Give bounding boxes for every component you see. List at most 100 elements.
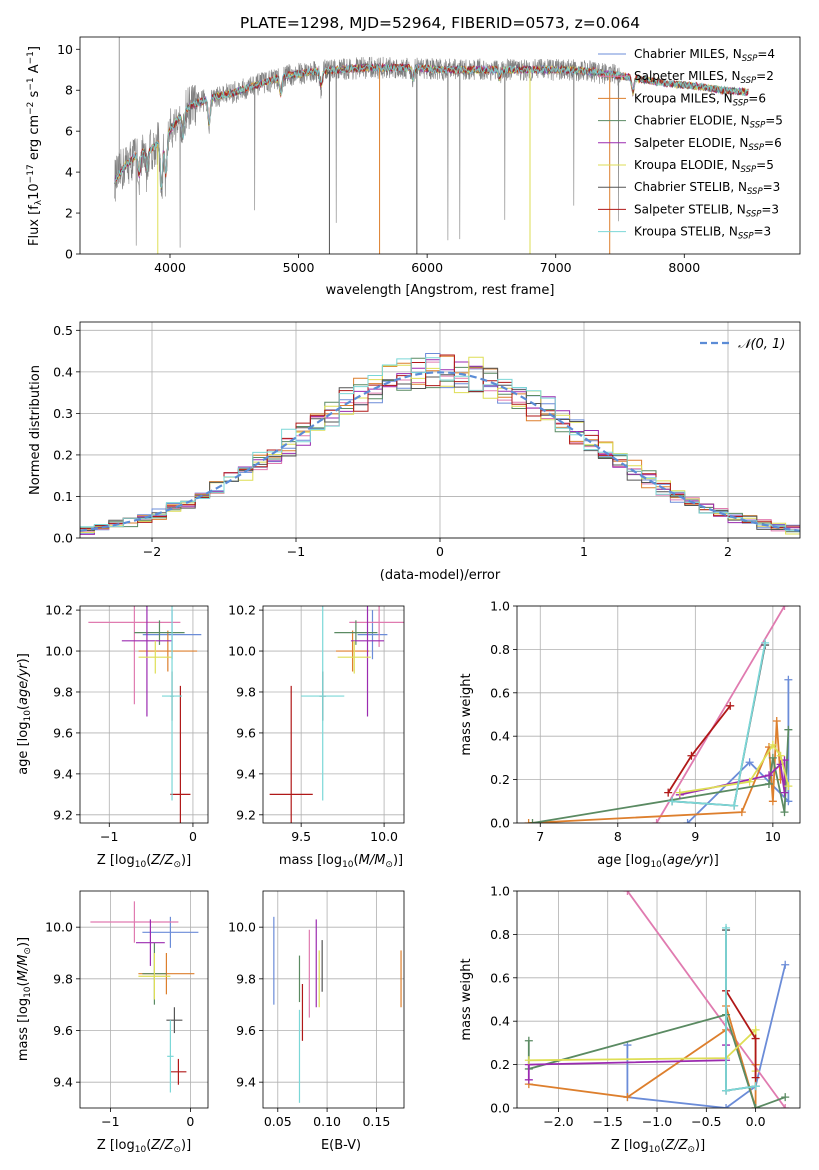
y-tick-label: 9.4 — [236, 766, 256, 781]
legend-label-part: =3 — [761, 202, 779, 216]
label-part: ( — [146, 853, 151, 868]
series-marker — [781, 1093, 790, 1102]
label-part: M/M — [16, 955, 31, 982]
y-tick-label: 9.8 — [236, 971, 256, 986]
series-marker — [745, 777, 754, 786]
y-tick-label: 0.4 — [490, 729, 510, 744]
plot-area — [524, 606, 793, 823]
series-marker — [768, 797, 777, 806]
y-tick-label: 10.0 — [228, 920, 256, 935]
y-tick-label: 0.5 — [53, 323, 73, 338]
y-tick-label: 0.0 — [490, 816, 510, 831]
series-line — [532, 729, 790, 823]
label-part: Z [log — [611, 1138, 649, 1153]
y-tick-label: 9.4 — [53, 766, 73, 781]
y-tick-label: 0.0 — [53, 531, 73, 546]
axes-frame — [79, 36, 801, 255]
series-marker — [623, 1093, 632, 1102]
y-tick-label: 9.2 — [236, 807, 256, 822]
y-tick-label: 10 — [57, 42, 73, 57]
series-marker — [623, 891, 632, 895]
y-tick-label: 0.1 — [53, 489, 73, 504]
errorbar-kroupa-stelib — [167, 1020, 174, 1093]
series-marker — [722, 923, 731, 932]
legend-label: Kroupa MILES, NSSP=6 — [634, 91, 766, 108]
y-tick-label: 9.8 — [53, 971, 73, 986]
label-part: ( — [146, 1138, 151, 1153]
y-tick-label: 0.4 — [490, 1014, 510, 1029]
legend-label: Chabrier STELIB, NSSP=3 — [634, 180, 780, 197]
errorbar-salpeter-miles — [349, 606, 404, 647]
series-marker — [751, 1025, 760, 1034]
legend-label: Chabrier MILES, NSSP=4 — [634, 47, 775, 64]
x-tick-label: 0.15 — [362, 1114, 390, 1129]
axes-frame — [516, 890, 801, 1109]
legend-label-part: =3 — [763, 180, 781, 194]
label-part: Z/Z — [664, 1138, 688, 1153]
series-marker — [664, 788, 673, 797]
panel-weight_vs_age: 7 8 9 10 0.0 0.2 0.4 0.6 0.8 1.0 — [490, 599, 801, 844]
label-part: ( — [16, 981, 31, 986]
legend-label-part: Salpeter MILES, N — [634, 69, 741, 83]
series-marker — [784, 675, 793, 684]
x-tick-label: 8 — [614, 829, 622, 844]
gridlines — [517, 605, 800, 824]
plot-area — [90, 901, 199, 1093]
legend-label-part: Kroupa MILES, N — [634, 91, 733, 105]
label-part: )] — [16, 653, 31, 663]
series-marker — [768, 753, 777, 762]
errorbar-salpeter-elodie — [136, 919, 165, 966]
x-tick-label: −1.0 — [642, 1114, 672, 1129]
legend-label-part: SSP — [748, 143, 764, 153]
y-tick-label: 0.8 — [490, 642, 510, 657]
legend-label-part: Chabrier ELODIE, N — [634, 114, 750, 128]
label-part: −17 — [26, 164, 36, 183]
series-kroupa-elodie — [675, 740, 793, 797]
series-salpeter-miles — [652, 606, 789, 823]
x-axis-label: Z [log10(Z/Z⊙)] — [611, 1138, 705, 1155]
legend-label-part: =5 — [765, 114, 783, 128]
legend-label-part: Salpeter ELODIE, N — [634, 136, 748, 150]
series-marker — [745, 758, 754, 767]
label-part: 10 — [649, 1145, 661, 1155]
series-marker — [668, 797, 677, 806]
y-tick-label: 10.2 — [45, 603, 73, 618]
series-marker — [726, 701, 735, 710]
y-tick-label: 0.0 — [490, 1101, 510, 1116]
errorbar-salpeter-elodie — [350, 606, 385, 717]
panel-mass_vs_Z: −1 0 9.4 9.6 9.8 10.0 — [45, 890, 209, 1129]
x-tick-label: −2 — [143, 544, 161, 559]
legend-label-part: =2 — [756, 69, 774, 83]
y-axis-label: Normed distribution — [28, 365, 43, 495]
series-marker — [722, 1104, 731, 1108]
y-axis-label: age [log10(age/yr)] — [16, 653, 33, 775]
x-tick-label: −1 — [100, 829, 118, 844]
legend-label-part: SSP — [742, 54, 758, 64]
gridlines — [263, 606, 404, 823]
errorbar-salpeter-elodie — [121, 606, 173, 717]
errorbar-chabrier-stelib — [166, 1007, 183, 1034]
gridlines — [80, 606, 208, 823]
label-part: )] — [181, 1138, 191, 1153]
label-part: 10 — [650, 860, 662, 870]
series-line — [626, 891, 786, 1108]
series-marker — [776, 751, 785, 760]
errorbar-kroupa-stelib — [161, 606, 183, 801]
y-tick-label: 10.2 — [228, 603, 256, 618]
series-marker — [784, 782, 793, 791]
errorbar-salpeter-stelib — [269, 685, 313, 823]
axes-frame — [79, 321, 801, 539]
axes-frame — [262, 605, 405, 824]
y-tick-label: 0.2 — [490, 1057, 510, 1072]
legend-label-part: SSP — [747, 187, 763, 197]
label-part: 10 — [342, 860, 354, 870]
label-part: )] — [393, 853, 403, 868]
x-tick-label: 2 — [724, 544, 732, 559]
errorbar-salpeter-miles — [88, 606, 181, 705]
y-tick-label: 9.2 — [53, 807, 73, 822]
y-tick-label: 8 — [65, 83, 73, 98]
x-axis-label: wavelength [Angstrom, rest frame] — [326, 283, 555, 298]
label-part: 10 — [135, 1145, 147, 1155]
x-tick-label: 1 — [580, 544, 588, 559]
